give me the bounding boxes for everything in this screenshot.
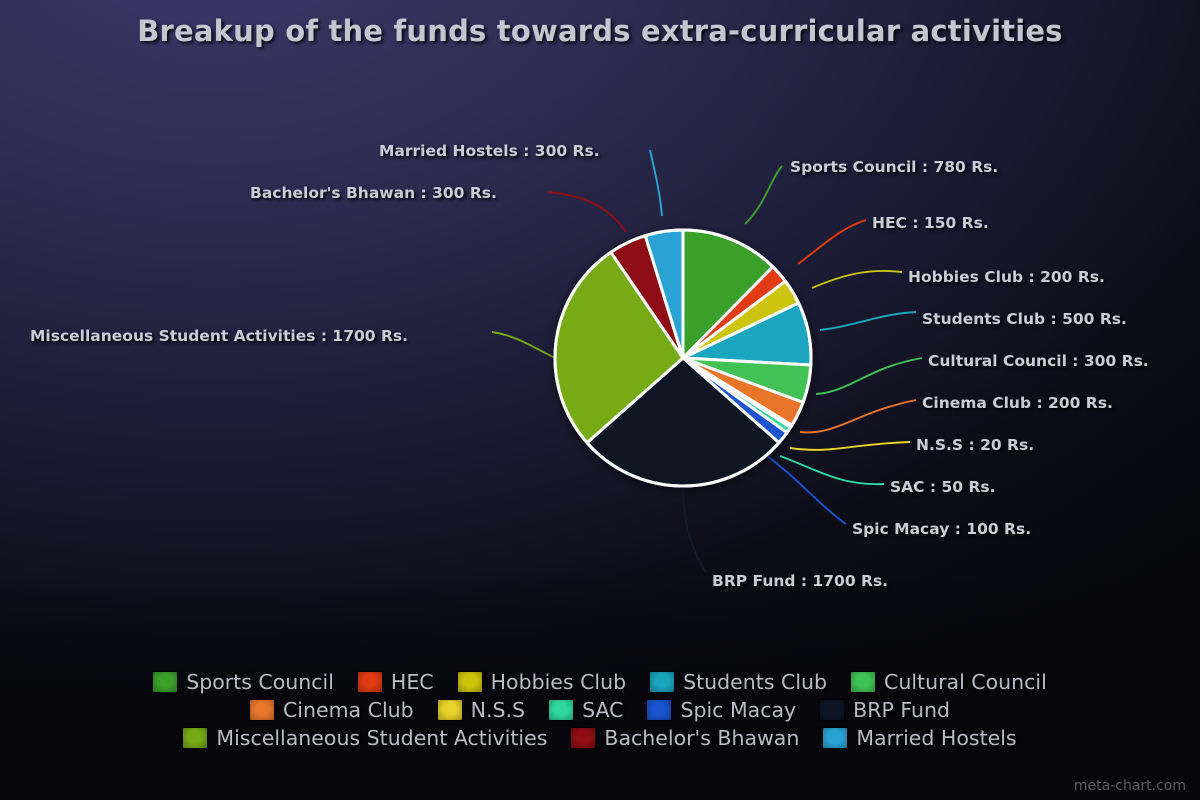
legend-label: Miscellaneous Student Activities [216, 726, 548, 750]
leader-line-miscellaneous [491, 331, 565, 363]
leader-line-cinema-club [799, 399, 917, 434]
legend-swatch-icon [183, 728, 208, 748]
legend-label: Spic Macay [680, 698, 797, 722]
legend-label: Bachelor's Bhawan [604, 726, 800, 750]
slice-label-students-club: Students Club : 500 Rs. [922, 310, 1127, 328]
legend-swatch-icon [820, 700, 845, 720]
legend-swatch-icon [549, 700, 574, 720]
slice-label-cultural-council: Cultural Council : 300 Rs. [928, 352, 1149, 370]
slice-label-sac: SAC : 50 Rs. [890, 478, 996, 496]
legend-item[interactable]: Cultural Council [851, 668, 1047, 696]
leader-line-brp-fund [682, 485, 707, 573]
leader-line-sports-council [744, 165, 783, 225]
legend-item[interactable]: Sports Council [153, 668, 334, 696]
legend-swatch-icon [457, 672, 482, 692]
legend-label: Sports Council [186, 670, 334, 694]
leader-line-spic-macay [761, 451, 847, 525]
legend-swatch-icon [851, 672, 876, 692]
legend-item[interactable]: Students Club [650, 668, 827, 696]
legend-swatch-icon [647, 700, 672, 720]
legend-label: HEC [390, 670, 434, 694]
slice-label-miscellaneous: Miscellaneous Student Activities : 1700 … [30, 327, 409, 345]
legend-label: Students Club [683, 670, 828, 694]
legend-item[interactable]: BRP Fund [820, 696, 950, 724]
legend-item[interactable]: Miscellaneous Student Activities [183, 724, 547, 752]
legend-label: SAC [582, 698, 624, 722]
legend-item[interactable]: Hobbies Club [457, 668, 627, 696]
slice-label-sports-council: Sports Council : 780 Rs. [790, 158, 999, 176]
leader-line-nss [789, 441, 911, 451]
legend-swatch-icon [357, 672, 382, 692]
slice-label-bachelors-bhawan: Bachelor's Bhawan : 300 Rs. [250, 184, 497, 202]
legend-swatch-icon [153, 672, 178, 692]
chart-title: Breakup of the funds towards extra-curri… [137, 14, 1063, 48]
legend-item[interactable]: Bachelor's Bhawan [571, 724, 799, 752]
leader-line-hec [797, 219, 867, 265]
legend-item[interactable]: Married Hostels [823, 724, 1017, 752]
pie-outline [553, 228, 813, 488]
legend-swatch-icon [249, 700, 274, 720]
leader-line-hobbies-club [811, 270, 903, 289]
legend-item[interactable]: Cinema Club [249, 696, 414, 724]
leader-line-cultural-council [815, 357, 923, 395]
slice-label-hec: HEC : 150 Rs. [872, 214, 989, 232]
slice-label-cinema-club: Cinema Club : 200 Rs. [922, 394, 1113, 412]
watermark: meta-chart.com [1073, 778, 1186, 794]
legend-item[interactable]: Spic Macay [647, 696, 796, 724]
legend-label: Cinema Club [282, 698, 414, 722]
legend-item[interactable]: SAC [549, 696, 623, 724]
legend-label: N.S.S [470, 698, 526, 722]
legend-label: Hobbies Club [490, 670, 627, 694]
slice-label-married-hostels: Married Hostels : 300 Rs. [379, 142, 600, 160]
slice-label-nss: N.S.S : 20 Rs. [916, 436, 1035, 454]
leader-lines [491, 149, 923, 573]
leader-line-married-hostels [649, 149, 663, 217]
legend-label: Cultural Council [884, 670, 1047, 694]
legend-swatch-icon [823, 728, 848, 748]
legend-label: Married Hostels [856, 726, 1017, 750]
legend-swatch-icon [571, 728, 596, 748]
slice-label-hobbies-club: Hobbies Club : 200 Rs. [908, 268, 1105, 286]
leader-line-students-club [819, 311, 917, 331]
leader-line-sac [779, 455, 885, 486]
slice-label-spic-macay: Spic Macay : 100 Rs. [852, 520, 1032, 538]
legend-item[interactable]: N.S.S [437, 696, 526, 724]
legend-swatch-icon [437, 700, 462, 720]
legend-swatch-icon [650, 672, 675, 692]
legend-item[interactable]: HEC [357, 668, 434, 696]
leader-line-bachelors-bhawan [547, 191, 627, 233]
chart-legend: Sports Council HEC Hobbies Club Students Cl… [0, 668, 1200, 752]
legend-label: BRP Fund [853, 698, 951, 722]
slice-label-brp-fund: BRP Fund : 1700 Rs. [712, 572, 889, 590]
